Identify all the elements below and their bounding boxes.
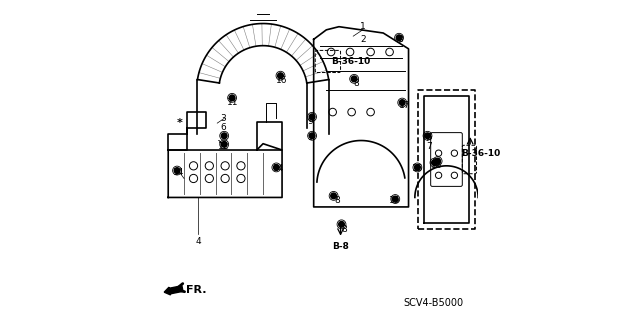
Circle shape [331,193,337,199]
Circle shape [399,100,405,105]
Circle shape [415,165,420,170]
Circle shape [309,114,315,120]
Circle shape [396,35,402,41]
Text: 8: 8 [334,196,340,205]
Text: 5: 5 [426,133,432,142]
Text: 11: 11 [227,98,239,107]
Text: 15: 15 [412,165,423,174]
Text: 8: 8 [398,35,403,44]
Text: 8: 8 [342,225,348,234]
Circle shape [221,133,227,139]
Text: 12: 12 [218,142,229,151]
Text: 1: 1 [360,22,365,31]
Circle shape [339,221,344,227]
Text: 17: 17 [399,101,410,110]
Text: 6: 6 [221,123,227,132]
Circle shape [351,76,357,82]
Circle shape [435,158,440,164]
Text: 2: 2 [360,35,365,44]
Text: *: * [177,118,182,128]
Text: 14: 14 [273,165,284,174]
Circle shape [431,160,437,166]
Text: 9: 9 [307,117,313,126]
Text: 15: 15 [388,196,400,205]
Text: 16: 16 [276,76,287,85]
Text: 9: 9 [307,133,313,142]
Circle shape [278,73,284,78]
Circle shape [174,168,180,174]
Text: SCV4-B5000: SCV4-B5000 [404,298,464,308]
Circle shape [309,133,315,139]
Text: B-36-10: B-36-10 [331,57,371,66]
Text: 3: 3 [221,114,227,123]
Text: 4: 4 [195,237,201,246]
Circle shape [425,133,430,139]
Text: FR.: FR. [186,285,206,295]
Circle shape [221,141,227,147]
Circle shape [229,95,235,101]
Text: 18: 18 [431,161,442,170]
Text: B-36-10: B-36-10 [461,149,500,158]
Circle shape [392,196,398,202]
Circle shape [273,165,279,170]
Text: 7: 7 [426,142,432,151]
Text: 8: 8 [353,79,359,88]
Text: B-8: B-8 [332,242,349,251]
Text: 14: 14 [173,168,184,177]
FancyArrow shape [164,286,183,295]
